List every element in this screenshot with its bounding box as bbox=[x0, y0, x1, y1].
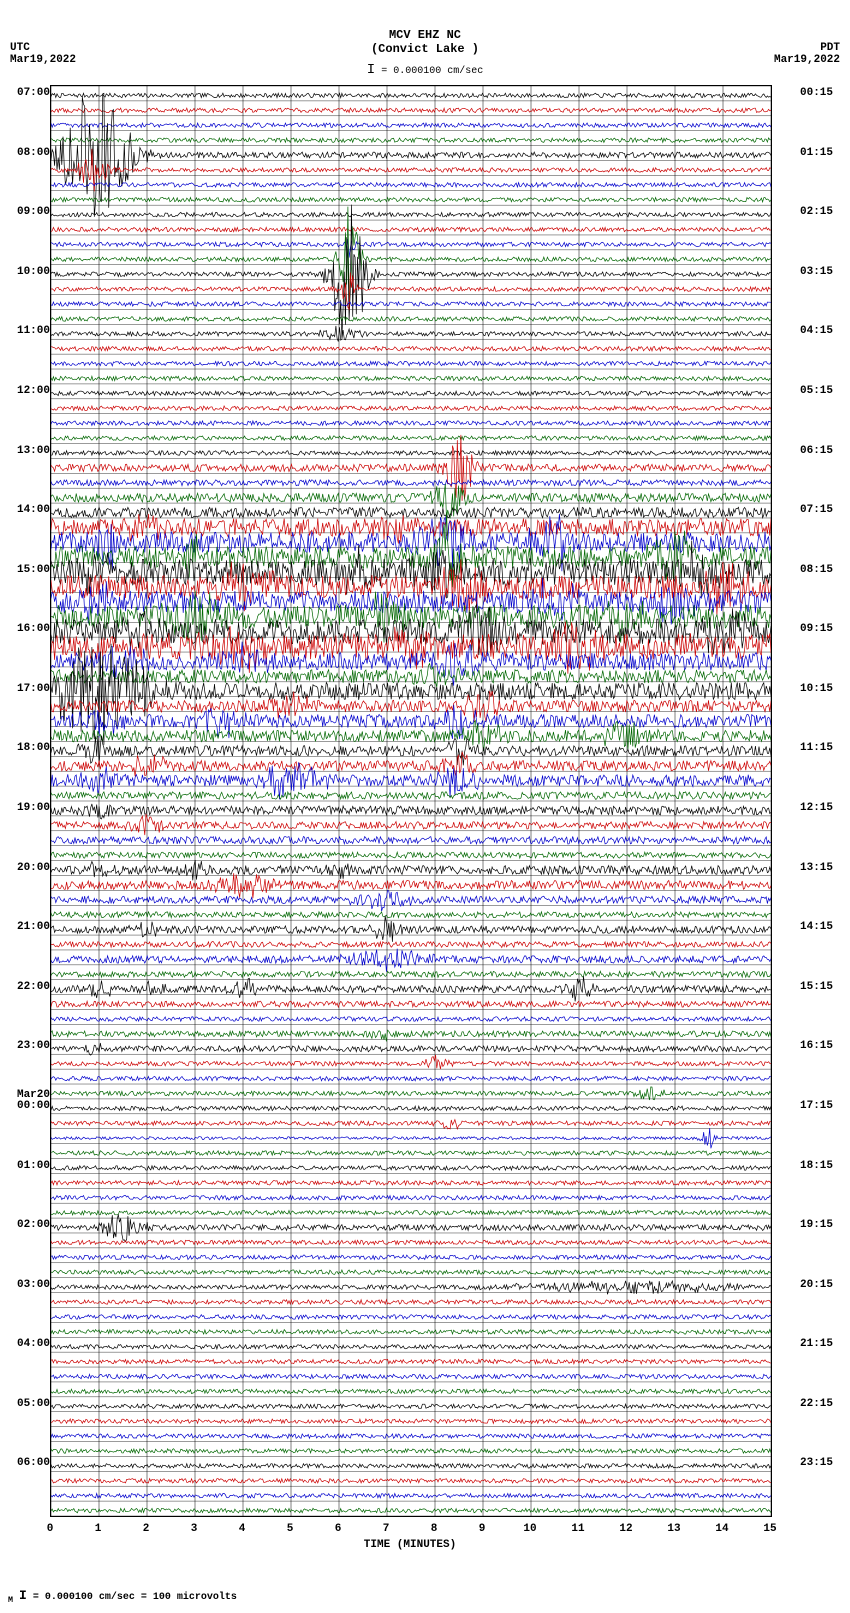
hour-label: 22:00 bbox=[17, 981, 50, 993]
x-tick: 8 bbox=[431, 1523, 438, 1535]
pdt-hour-labels: 00:15 01:15 02:15 03:15 04:15 05:15 06:15 07:15… bbox=[800, 85, 842, 1515]
hour-label: 14:00 bbox=[17, 504, 50, 516]
x-tick: 1 bbox=[95, 1523, 102, 1535]
hour-label: 12:15 bbox=[800, 802, 833, 814]
hour-label: 15:00 bbox=[17, 564, 50, 576]
hour-label: 13:15 bbox=[800, 862, 833, 874]
x-tick: 11 bbox=[571, 1523, 584, 1535]
hour-label: 20:15 bbox=[800, 1279, 833, 1291]
hour-label: 04:15 bbox=[800, 325, 833, 337]
hour-label: 06:00 bbox=[17, 1457, 50, 1469]
x-tick: 12 bbox=[619, 1523, 632, 1535]
hour-label: 21:15 bbox=[800, 1338, 833, 1350]
x-tick: 7 bbox=[383, 1523, 390, 1535]
hour-label: 22:15 bbox=[800, 1398, 833, 1410]
hour-label: 05:15 bbox=[800, 385, 833, 397]
hour-label: 18:00 bbox=[17, 742, 50, 754]
hour-label: 09:00 bbox=[17, 206, 50, 218]
hour-label: 04:00 bbox=[17, 1338, 50, 1350]
seismogram-container: MCV EHZ NC (Convict Lake ) I = 0.000100 … bbox=[0, 0, 850, 1613]
tz-right: PDT bbox=[820, 42, 840, 54]
hour-label: 03:00 bbox=[17, 1279, 50, 1291]
hour-label: 11:15 bbox=[800, 742, 833, 754]
hour-label: 08:00 bbox=[17, 147, 50, 159]
hour-label: 03:15 bbox=[800, 266, 833, 278]
scale-text: = 0.000100 cm/sec bbox=[381, 66, 483, 77]
hour-label: 16:15 bbox=[800, 1040, 833, 1052]
footer-scale: M I = 0.000100 cm/sec = 100 microvolts bbox=[8, 1588, 237, 1605]
x-tick: 14 bbox=[715, 1523, 728, 1535]
hour-label: 19:00 bbox=[17, 802, 50, 814]
hour-label: 17:00 bbox=[17, 683, 50, 695]
hour-label: 07:00 bbox=[17, 87, 50, 99]
hour-label: 21:00 bbox=[17, 921, 50, 933]
station-location: (Convict Lake ) bbox=[0, 42, 850, 56]
station-code: MCV EHZ NC bbox=[0, 28, 850, 42]
x-tick: 4 bbox=[239, 1523, 246, 1535]
utc-hour-labels: 07:00 08:00 09:00 10:00 11:00 12:00 13:00 14:00… bbox=[8, 85, 50, 1515]
hour-label: 01:00 bbox=[17, 1160, 50, 1172]
x-tick: 0 bbox=[47, 1523, 54, 1535]
hour-label: 13:00 bbox=[17, 445, 50, 457]
x-tick: 3 bbox=[191, 1523, 198, 1535]
hour-label: 23:15 bbox=[800, 1457, 833, 1469]
date-left: Mar19,2022 bbox=[10, 54, 76, 66]
scale-indicator: I = 0.000100 cm/sec bbox=[0, 62, 850, 78]
x-tick: 5 bbox=[287, 1523, 294, 1535]
hour-label: 00:15 bbox=[800, 87, 833, 99]
x-tick: 6 bbox=[335, 1523, 342, 1535]
tz-left: UTC bbox=[10, 42, 30, 54]
hour-label: 08:15 bbox=[800, 564, 833, 576]
hour-label: 19:15 bbox=[800, 1219, 833, 1231]
hour-label: 10:00 bbox=[17, 266, 50, 278]
x-axis-title: TIME (MINUTES) bbox=[50, 1539, 770, 1551]
x-tick: 2 bbox=[143, 1523, 150, 1535]
hour-label: 18:15 bbox=[800, 1160, 833, 1172]
hour-label: 05:00 bbox=[17, 1398, 50, 1410]
hour-label: 17:15 bbox=[800, 1100, 833, 1112]
x-tick: 13 bbox=[667, 1523, 680, 1535]
hour-label: 09:15 bbox=[800, 623, 833, 635]
x-axis: 0123456789101112131415 TIME (MINUTES) bbox=[50, 1515, 770, 1555]
hour-label: 01:15 bbox=[800, 147, 833, 159]
hour-label: 23:00 bbox=[17, 1040, 50, 1052]
x-tick: 9 bbox=[479, 1523, 486, 1535]
date-right: Mar19,2022 bbox=[774, 54, 840, 66]
hour-label: 12:00 bbox=[17, 385, 50, 397]
hour-label: 15:15 bbox=[800, 981, 833, 993]
hour-label: 10:15 bbox=[800, 683, 833, 695]
hour-label: 20:00 bbox=[17, 862, 50, 874]
hour-label: 00:00 bbox=[17, 1100, 50, 1112]
x-tick: 10 bbox=[523, 1523, 536, 1535]
x-tick: 15 bbox=[763, 1523, 776, 1535]
hour-label: 06:15 bbox=[800, 445, 833, 457]
hour-label: 11:00 bbox=[17, 325, 50, 337]
hour-label: 07:15 bbox=[800, 504, 833, 516]
hour-label: 02:00 bbox=[17, 1219, 50, 1231]
footer-text: = 0.000100 cm/sec = 100 microvolts bbox=[33, 1592, 237, 1603]
hour-label: 14:15 bbox=[800, 921, 833, 933]
hour-label: 02:15 bbox=[800, 206, 833, 218]
hour-label: 16:00 bbox=[17, 623, 50, 635]
helicorder-plot bbox=[50, 85, 772, 1517]
